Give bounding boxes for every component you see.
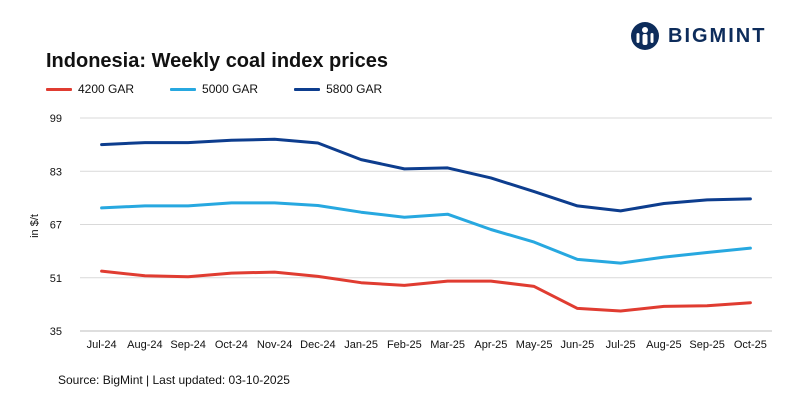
x-tick-label: Mar-25 xyxy=(430,339,465,351)
y-tick-label: 35 xyxy=(50,326,62,338)
y-tick-label: 51 xyxy=(50,273,62,285)
x-tick-label: Jan-25 xyxy=(344,339,378,351)
legend-swatch-4200 xyxy=(46,87,72,91)
series-lines xyxy=(100,137,752,313)
legend-label-5800: 5800 GAR xyxy=(326,82,383,96)
x-tick-label: Sep-25 xyxy=(689,339,724,351)
x-tick-label: Feb-25 xyxy=(387,339,422,351)
y-tick-label: 83 xyxy=(50,166,62,178)
grid-lines xyxy=(80,117,772,332)
y-tick-label: 99 xyxy=(50,113,62,125)
x-tick-label: Sep-24 xyxy=(170,339,205,351)
legend-item-4200: 4200 GAR xyxy=(46,82,134,96)
x-tick-label: Oct-25 xyxy=(734,339,767,351)
x-tick-label: Nov-24 xyxy=(257,339,292,351)
legend-label-4200: 4200 GAR xyxy=(78,82,135,96)
x-tick-labels: Jul-24 Aug-24 Sep-24 Oct-24 Nov-24 Dec-24 Jan-… xyxy=(87,339,767,351)
x-tick-label: Apr-25 xyxy=(474,339,507,351)
chart-title: Indonesia: Weekly coal index prices xyxy=(46,50,388,72)
x-tick-label: Oct-24 xyxy=(215,339,248,351)
y-tick-label: 67 xyxy=(50,220,62,232)
brand-name: BIGMINT xyxy=(668,24,767,47)
x-tick-label: Dec-24 xyxy=(300,339,335,351)
x-tick-label: Jul-25 xyxy=(606,339,636,351)
chart-legend: 4200 GAR 5000 GAR 5800 GAR xyxy=(46,82,382,96)
y-axis-label: in $/t xyxy=(29,214,41,238)
x-tick-label: May-25 xyxy=(516,339,553,351)
bigmint-logo-icon xyxy=(631,22,659,50)
series-line-5000-gar xyxy=(100,201,752,265)
legend-swatch-5000 xyxy=(170,87,197,91)
x-tick-label: Jul-24 xyxy=(87,339,117,351)
x-tick-label: Aug-24 xyxy=(127,339,162,351)
y-tick-labels: 35 51 67 83 99 xyxy=(50,113,62,338)
legend-swatch-5800 xyxy=(294,87,321,91)
x-tick-label: Aug-25 xyxy=(646,339,681,351)
x-tick-label: Jun-25 xyxy=(561,339,595,351)
source-note: Source: BigMint | Last updated: 03-10-20… xyxy=(58,373,290,387)
legend-item-5800: 5800 GAR xyxy=(294,82,382,96)
series-line-5800-gar xyxy=(100,137,752,213)
legend-item-5000: 5000 GAR xyxy=(170,82,258,96)
brand-logo: BIGMINT xyxy=(630,20,766,52)
legend-label-5000: 5000 GAR xyxy=(202,82,259,96)
series-line-4200-gar xyxy=(100,269,752,313)
